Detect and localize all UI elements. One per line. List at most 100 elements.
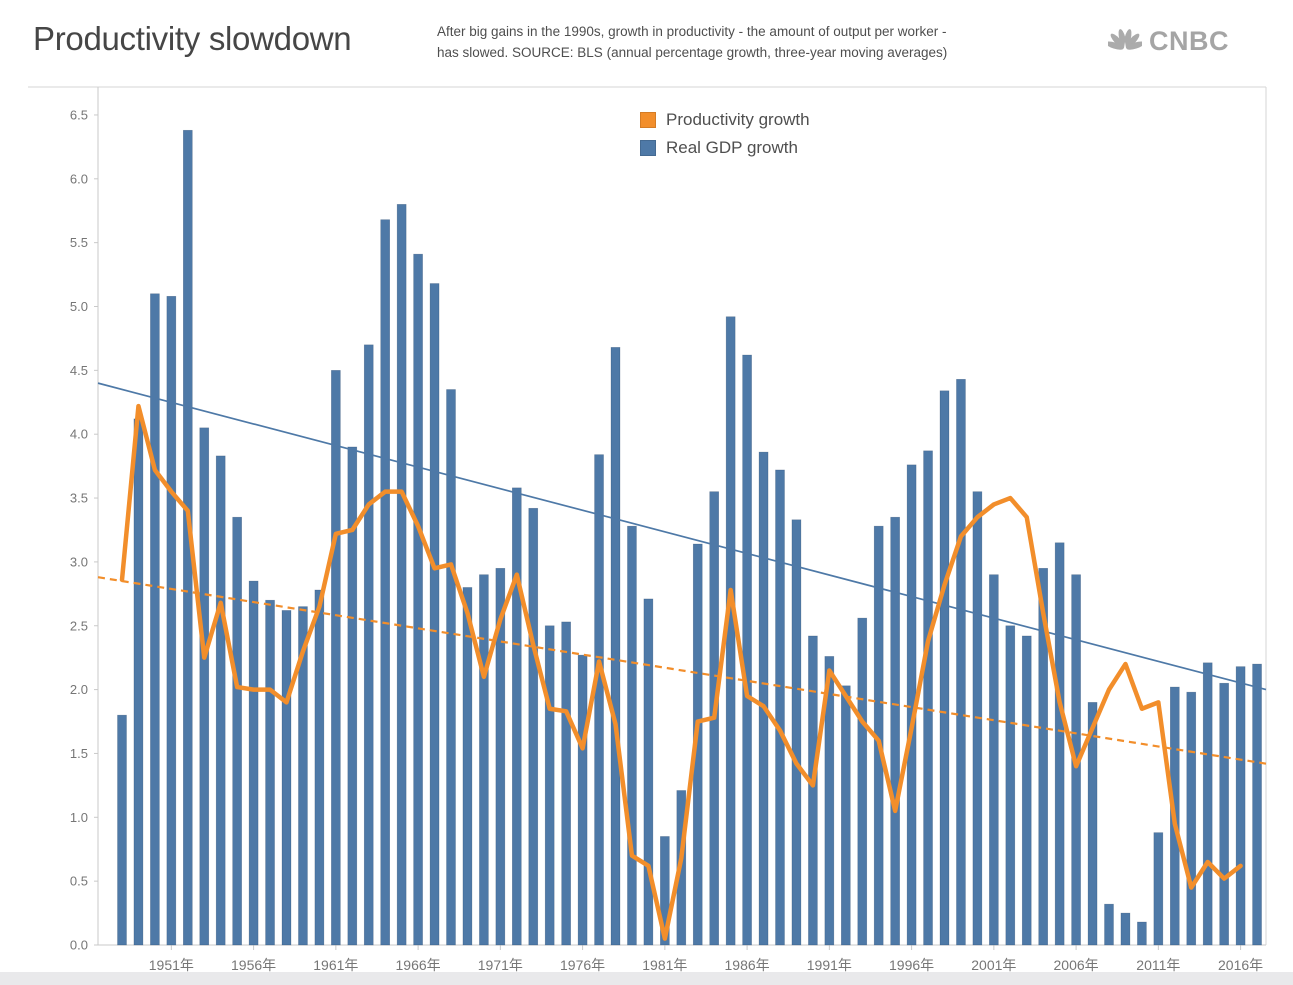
bar-1950[interactable] bbox=[150, 293, 160, 946]
y-tick-label-0.5: 0.5 bbox=[70, 874, 88, 889]
bar-1992[interactable] bbox=[840, 685, 851, 946]
bar-1973[interactable] bbox=[528, 507, 539, 946]
bar-2005[interactable] bbox=[1054, 542, 1065, 946]
bar-1976[interactable] bbox=[577, 654, 588, 946]
bar-2016[interactable] bbox=[1235, 666, 1246, 946]
bar-1993[interactable] bbox=[857, 617, 868, 946]
bar-1986[interactable] bbox=[742, 354, 752, 946]
bar-1948[interactable] bbox=[117, 714, 127, 946]
bottom-gray-strip bbox=[0, 972, 1293, 985]
bar-1978[interactable] bbox=[610, 347, 621, 946]
x-tick-label-2016: 2016年 bbox=[1218, 957, 1263, 973]
x-tick-label-1966: 1966年 bbox=[396, 957, 441, 973]
legend-label-productivity-growth: Productivity growth bbox=[666, 110, 810, 129]
bar-2002[interactable] bbox=[1005, 625, 1016, 946]
real-gdp-growth-swatch bbox=[640, 140, 656, 156]
gdp-trendline bbox=[97, 382, 1267, 691]
productivity-growth-swatch bbox=[640, 112, 656, 128]
bar-1954[interactable] bbox=[215, 455, 226, 946]
bar-1990[interactable] bbox=[808, 635, 818, 946]
chart-legend: Productivity growth Real GDP growth bbox=[640, 106, 810, 162]
y-tick-label-5.0: 5.0 bbox=[70, 299, 88, 314]
bar-1951[interactable] bbox=[166, 295, 177, 946]
bar-1964[interactable] bbox=[380, 219, 391, 946]
bar-1957[interactable] bbox=[265, 599, 275, 946]
x-tick-label-1956: 1956年 bbox=[231, 957, 276, 973]
bar-1961[interactable] bbox=[331, 370, 341, 946]
productivity-growth-line[interactable] bbox=[119, 403, 1243, 941]
bar-1974[interactable] bbox=[544, 625, 555, 946]
y-tick-label-2.0: 2.0 bbox=[70, 682, 88, 697]
bar-1958[interactable] bbox=[281, 610, 292, 946]
y-tick-label-1.0: 1.0 bbox=[70, 810, 88, 825]
y-tick-label-5.5: 5.5 bbox=[70, 235, 88, 250]
x-tick-label-1976: 1976年 bbox=[560, 957, 605, 973]
bar-1969[interactable] bbox=[462, 587, 473, 946]
cnbc-logo: CNBC bbox=[1105, 25, 1229, 57]
bar-2004[interactable] bbox=[1038, 567, 1048, 946]
bar-2015[interactable] bbox=[1219, 682, 1229, 946]
y-tick-label-3.0: 3.0 bbox=[70, 554, 88, 569]
bar-1987[interactable] bbox=[758, 451, 769, 946]
subtitle-line-1: After big gains in the 1990s, growth in … bbox=[437, 24, 947, 39]
bar-2007[interactable] bbox=[1087, 702, 1098, 946]
bar-2010[interactable] bbox=[1137, 921, 1147, 946]
peacock-icon bbox=[1105, 25, 1145, 57]
x-tick-label-2001: 2001年 bbox=[971, 957, 1016, 973]
bar-1960[interactable] bbox=[314, 589, 325, 946]
bar-2008[interactable] bbox=[1104, 903, 1114, 946]
x-tick-label-1951: 1951年 bbox=[149, 957, 194, 973]
bar-1965[interactable] bbox=[396, 204, 407, 946]
bar-2013[interactable] bbox=[1186, 691, 1197, 946]
cnbc-logo-text: CNBC bbox=[1149, 25, 1229, 56]
x-tick-label-2006: 2006年 bbox=[1054, 957, 1099, 973]
bar-1962[interactable] bbox=[347, 446, 358, 946]
bar-1963[interactable] bbox=[363, 344, 374, 946]
bar-1991[interactable] bbox=[824, 656, 835, 946]
bar-1989[interactable] bbox=[791, 519, 802, 946]
x-tick-label-2011: 2011年 bbox=[1136, 957, 1180, 973]
bar-2003[interactable] bbox=[1021, 635, 1032, 946]
y-tick-label-4.0: 4.0 bbox=[70, 427, 88, 442]
bar-1988[interactable] bbox=[775, 469, 785, 946]
y-tick-label-2.5: 2.5 bbox=[70, 618, 88, 633]
bar-1949[interactable] bbox=[133, 418, 144, 946]
bar-1999[interactable] bbox=[956, 378, 966, 946]
legend-item-productivity-growth[interactable]: Productivity growth bbox=[640, 106, 810, 134]
bar-1998[interactable] bbox=[939, 390, 950, 946]
x-tick-label-1971: 1971年 bbox=[478, 957, 523, 973]
x-tick-label-1981: 1981年 bbox=[642, 957, 687, 973]
bar-1955[interactable] bbox=[232, 516, 242, 946]
legend-item-real-gdp-growth[interactable]: Real GDP growth bbox=[640, 134, 810, 162]
bar-1980[interactable] bbox=[643, 598, 654, 946]
bar-2011[interactable] bbox=[1153, 832, 1164, 946]
bar-2017[interactable] bbox=[1252, 663, 1262, 946]
bar-1953[interactable] bbox=[199, 427, 210, 946]
bar-1981[interactable] bbox=[660, 836, 670, 946]
y-tick-label-6.5: 6.5 bbox=[70, 107, 88, 122]
productivity-trendline bbox=[97, 576, 1267, 765]
bar-1979[interactable] bbox=[627, 525, 637, 946]
chart-subtitle: After big gains in the 1990s, growth in … bbox=[437, 21, 1077, 63]
bar-1959[interactable] bbox=[298, 606, 308, 946]
bar-1975[interactable] bbox=[561, 621, 571, 946]
y-tick-label-6.0: 6.0 bbox=[70, 171, 88, 186]
bar-1971[interactable] bbox=[495, 567, 506, 946]
bar-1956[interactable] bbox=[248, 580, 259, 946]
bar-1972[interactable] bbox=[511, 487, 522, 946]
bar-1997[interactable] bbox=[923, 450, 933, 946]
y-tick-label-4.5: 4.5 bbox=[70, 363, 88, 378]
bar-1995[interactable] bbox=[890, 516, 900, 946]
bar-1977[interactable] bbox=[594, 454, 604, 946]
bar-2001[interactable] bbox=[989, 574, 999, 946]
y-tick-label-3.5: 3.5 bbox=[70, 491, 88, 506]
bar-2014[interactable] bbox=[1202, 662, 1213, 946]
bar-1970[interactable] bbox=[479, 574, 489, 946]
bar-2009[interactable] bbox=[1120, 912, 1131, 946]
bar-1967[interactable] bbox=[429, 283, 440, 946]
y-tick-label-0.0: 0.0 bbox=[70, 938, 88, 953]
bar-1966[interactable] bbox=[413, 253, 423, 946]
bar-1968[interactable] bbox=[446, 389, 456, 946]
